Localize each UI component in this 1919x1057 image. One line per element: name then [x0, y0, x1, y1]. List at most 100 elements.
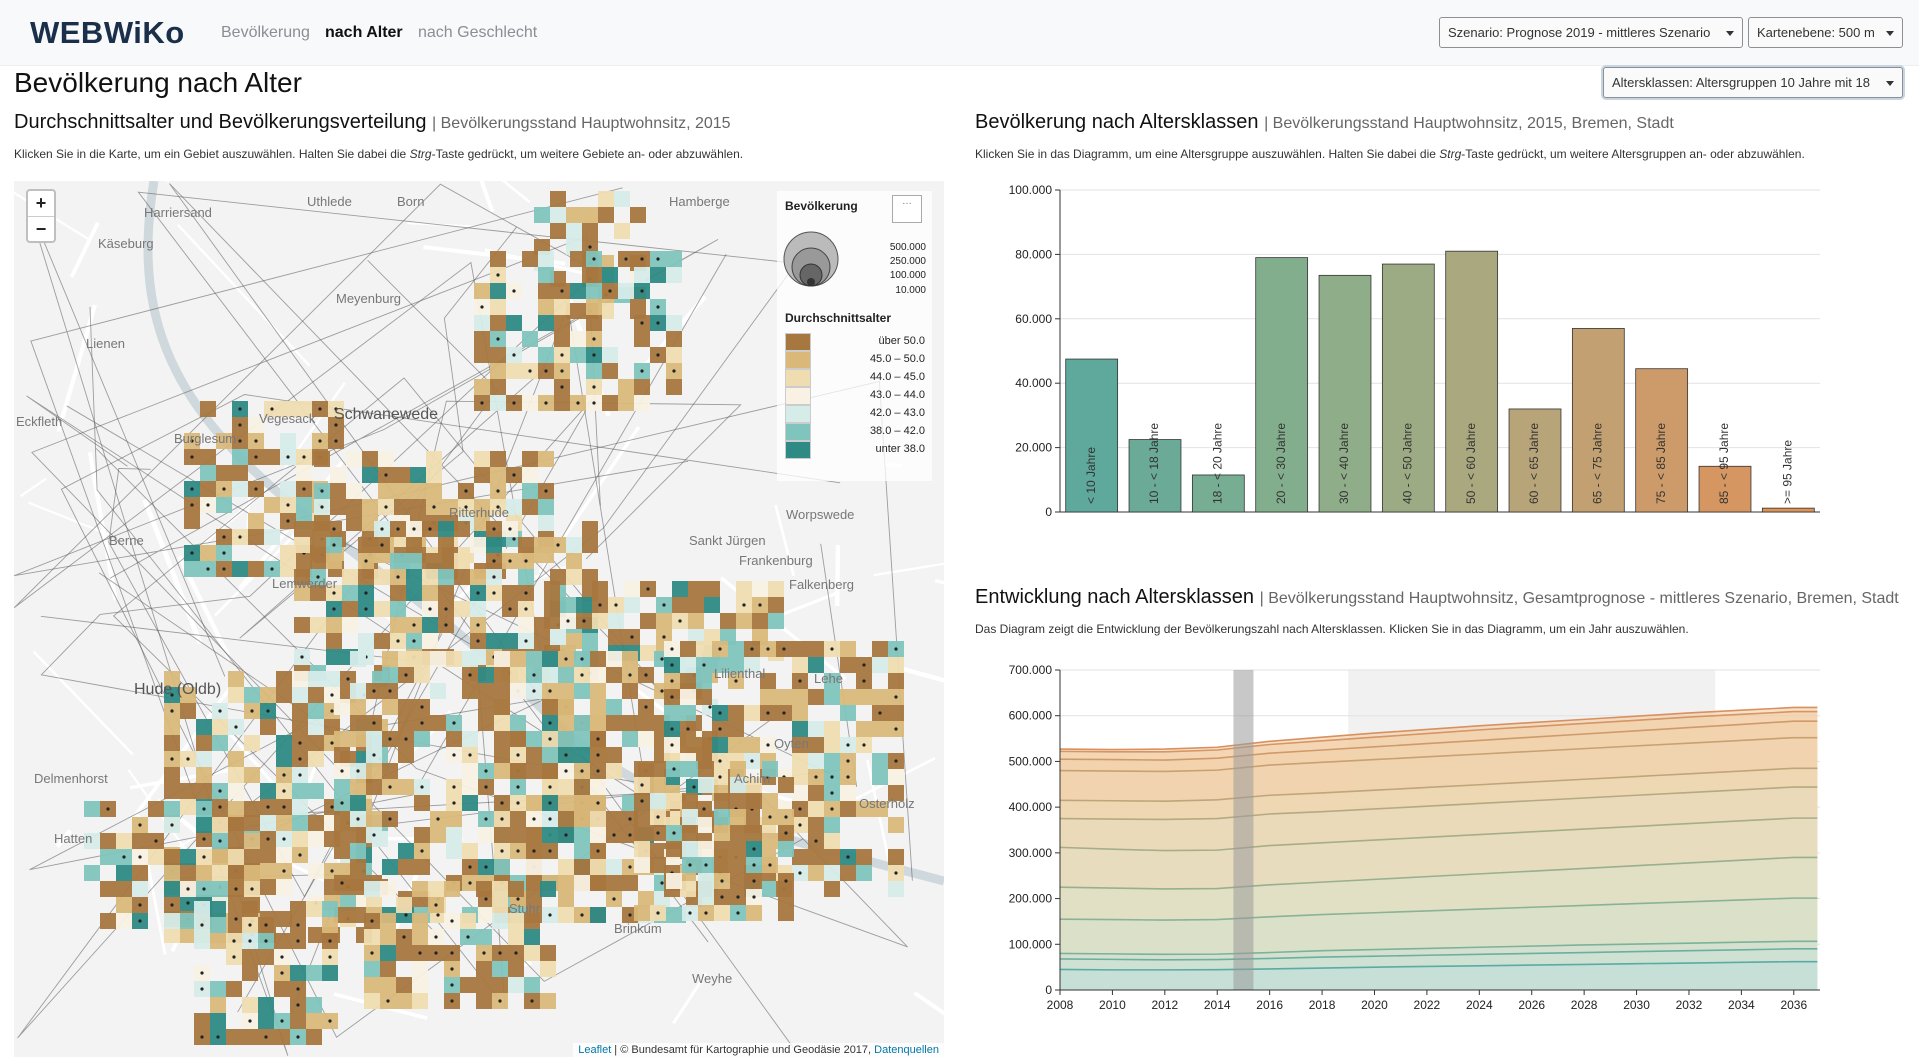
bar-4[interactable]: [1318, 274, 1372, 513]
bar-2[interactable]: [1191, 474, 1245, 513]
population-cell: [398, 651, 414, 667]
population-cell: [200, 401, 216, 417]
legend-class-row: 44.0 – 45.0: [785, 369, 925, 387]
population-cell: [438, 521, 454, 537]
place-label: Vegesack: [259, 411, 316, 426]
population-dot: [548, 689, 552, 693]
age-class-dropdown[interactable]: Altersklassen: Altersgruppen 10 Jahre mi…: [1603, 67, 1903, 98]
population-dot: [296, 923, 300, 927]
legend-swatch: [785, 423, 811, 441]
population-cell: [334, 827, 350, 843]
nav-link-nach-geschlecht[interactable]: nach Geschlecht: [418, 24, 538, 41]
population-dot: [548, 785, 552, 789]
bar-category-label: 18 - < 20 Jahre: [1211, 423, 1225, 504]
bar-7[interactable]: [1508, 408, 1562, 513]
population-cell: [688, 613, 704, 629]
population-cell: [260, 879, 276, 895]
nav-link-bevoelkerung[interactable]: Bevölkerung: [221, 24, 310, 41]
population-cell: [744, 737, 760, 753]
place-label: Hamberge: [669, 194, 730, 209]
population-dot: [190, 439, 194, 443]
bar-9[interactable]: [1635, 368, 1689, 513]
population-cell: [736, 581, 752, 597]
map-canvas[interactable]: [14, 181, 944, 1057]
bar-5[interactable]: [1381, 263, 1435, 513]
population-cell: [212, 817, 228, 833]
data-sources-link[interactable]: Datenquellen: [874, 1044, 939, 1056]
population-cell: [666, 379, 682, 395]
zoom-out-button[interactable]: −: [28, 216, 54, 241]
population-dot: [484, 769, 488, 773]
population-dot: [452, 753, 456, 757]
population-dot: [660, 881, 664, 885]
street: [19, 477, 47, 498]
street: [934, 579, 944, 585]
y-tick-label: 20.000: [1015, 441, 1052, 455]
population-cell: [634, 841, 650, 857]
population-cell: [666, 267, 682, 283]
population-dot: [332, 543, 336, 547]
population-cell: [494, 683, 510, 699]
population-dot: [476, 639, 480, 643]
population-cell: [216, 497, 232, 513]
population-cell: [586, 283, 602, 299]
population-cell: [624, 581, 640, 597]
population-cell: [212, 719, 228, 735]
age-class-development-chart[interactable]: 0 100.000 200.000 300.000 400.000 500.000 600.…: [975, 650, 1855, 1020]
population-cell: [390, 617, 406, 633]
place-label: Meyenburg: [336, 291, 402, 306]
population-cell: [382, 699, 398, 715]
population-cell: [334, 779, 350, 795]
bar-6[interactable]: [1445, 250, 1499, 513]
population-cell: [554, 315, 570, 331]
population-cell: [558, 907, 574, 923]
zoom-in-button[interactable]: +: [35, 193, 47, 213]
population-cell: [634, 395, 650, 411]
leaflet-link[interactable]: Leaflet: [578, 1044, 612, 1056]
legend-class-row: 38.0 – 42.0: [785, 423, 925, 441]
population-cell: [474, 467, 490, 483]
population-cell: [248, 529, 264, 545]
map-level-dropdown[interactable]: Kartenebene: 500 m: [1748, 17, 1903, 48]
population-dot: [464, 489, 468, 493]
legend-toggle-button[interactable]: …: [892, 195, 922, 223]
legend-class-label: 43.0 – 44.0: [869, 389, 925, 401]
population-dot: [814, 775, 818, 779]
selected-year-marker[interactable]: [1233, 670, 1254, 990]
population-cell: [696, 641, 712, 657]
population-cell: [808, 689, 824, 705]
map-subtitle: | Bevölkerungsstand Hauptwohnsitz, 2015: [432, 115, 731, 132]
population-cell: [382, 651, 398, 667]
nav-link-nach-alter[interactable]: nach Alter: [325, 24, 403, 41]
y-tick-label: 100.000: [1009, 183, 1053, 197]
bar-3[interactable]: [1255, 257, 1309, 513]
population-dot: [264, 1035, 268, 1039]
population-cell: [714, 809, 730, 825]
bar-1[interactable]: [1128, 439, 1182, 513]
bar-0[interactable]: [1065, 358, 1119, 513]
population-dot: [138, 823, 142, 827]
population-cell: [470, 601, 486, 617]
population-cell: [196, 735, 212, 751]
population-dot: [846, 855, 850, 859]
population-dot: [894, 759, 898, 763]
bar-8[interactable]: [1571, 328, 1625, 513]
population-cell: [840, 801, 856, 817]
place-label: Hude (Oldb): [134, 681, 222, 698]
population-dot: [466, 935, 470, 939]
population-dot: [596, 769, 600, 773]
population-dot: [468, 881, 472, 885]
bar-11[interactable]: [1761, 507, 1815, 513]
population-cell: [730, 809, 746, 825]
brand-logo[interactable]: WEBWiKo: [30, 15, 185, 50]
population-cell: [540, 993, 556, 1009]
population-cell: [744, 657, 760, 673]
population-cell: [502, 633, 518, 649]
bar-10[interactable]: [1698, 465, 1752, 513]
age-class-bar-chart[interactable]: 0 20.000 40.000 60.000 80.000 100.000 < 10 Jah…: [975, 175, 1855, 520]
map-hint-text: Klicken Sie in die Karte, um ein Gebiet …: [14, 147, 410, 161]
population-cell: [474, 499, 490, 515]
population-map[interactable]: Uthlede Born Hamberge Harriersand Käseburg Me…: [14, 181, 944, 1057]
scenario-dropdown[interactable]: Szenario: Prognose 2019 - mittleres Szen…: [1439, 17, 1743, 48]
legend-class-label: 44.0 – 45.0: [869, 371, 925, 383]
